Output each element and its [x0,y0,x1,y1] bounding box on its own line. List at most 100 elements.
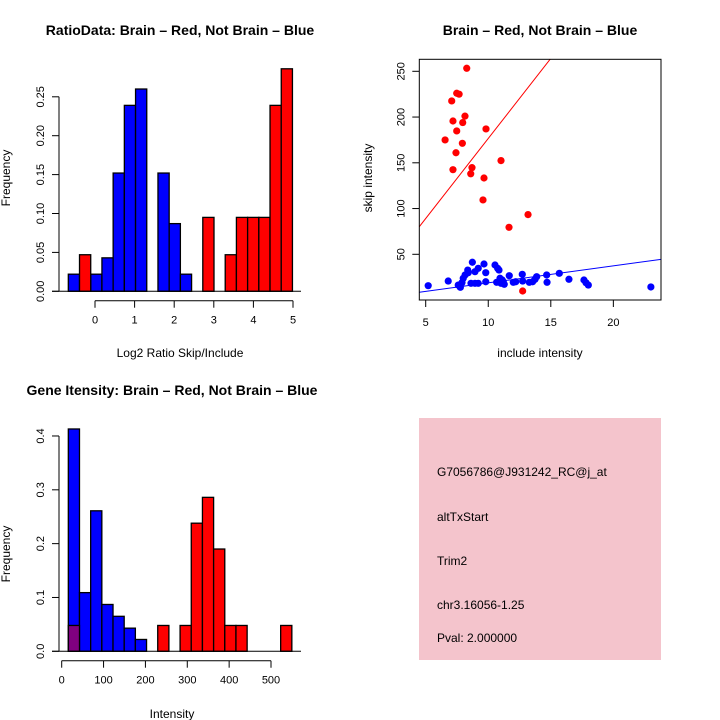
y-axis-label: Frequency [0,526,13,583]
histogram-bar-brain [235,624,248,652]
point-not-brain [444,277,452,285]
histogram-bar-brain [179,624,192,652]
genomic-location: chr3.16056-1.25 [437,598,525,612]
y-tick-label: 0.1 [35,590,47,605]
histogram-bar-brain [201,496,215,652]
histogram-bar-brain [157,624,170,652]
x-axis-label: include intensity [497,346,582,360]
histogram-bar-brain [269,104,282,292]
point-not-brain [533,273,541,281]
histogram-bar-brain [67,624,81,652]
point-not-brain [464,269,472,277]
histogram-bar-not-brain [112,172,125,292]
y-tick-label: 250 [395,62,407,80]
y-tick-label: 0.2 [35,536,47,551]
point-brain [459,118,467,127]
ratio-histogram: RatioData: Brain – Red, Not Brain – Blue… [0,22,314,360]
histogram-bar-brain [224,624,237,652]
histogram-bar-not-brain [134,638,148,652]
y-tick-label: 200 [395,108,407,126]
y-tick-label: 50 [395,248,407,260]
point-brain [519,287,527,295]
histogram-bar-not-brain [90,510,103,652]
x-tick-label: 10 [482,317,494,329]
histogram-bar-not-brain [67,428,81,652]
point-brain [458,139,466,147]
histogram-bar-brain [280,624,293,652]
histogram-bar-brain [212,548,226,652]
point-not-brain [543,271,551,279]
histogram-bar-not-brain [168,222,182,292]
y-axis-label: Frequency [0,150,13,207]
point-brain [467,170,475,178]
histogram-bar-brain [224,254,238,292]
event-type: altTxStart [437,510,489,524]
histogram-bar-not-brain [123,627,137,652]
point-brain [468,164,476,172]
chart-title: Brain – Red, Not Brain – Blue [443,22,638,38]
y-tick-label: 0.25 [35,86,47,107]
x-tick-label: 100 [94,675,112,687]
histogram-bar-not-brain [101,603,114,652]
point-brain [482,125,490,133]
point-not-brain [584,281,592,289]
x-tick-label: 20 [607,317,619,329]
point-not-brain [518,270,526,278]
point-not-brain [480,260,488,268]
x-tick-label: 400 [220,675,238,687]
x-tick-label: 5 [423,317,429,329]
histogram-bar-not-brain [112,615,125,652]
y-axis-label: skip intensity [361,144,375,213]
point-brain [455,90,463,98]
point-brain [449,166,457,174]
histogram-bar-not-brain [134,88,148,292]
histogram-bar-brain [246,216,260,292]
histogram-bar-brain [202,216,215,292]
x-tick-label: 4 [250,315,256,327]
y-tick-label: 0.05 [35,242,47,263]
point-not-brain [498,276,506,284]
y-tick-label: 0.00 [35,281,47,302]
point-not-brain [512,278,520,286]
point-not-brain [495,266,503,274]
point-brain [449,117,457,125]
info-panel: G7056786@J931242_RC@j_at altTxStart Trim… [419,418,661,660]
x-tick-label: 0 [92,315,98,327]
point-not-brain [647,283,655,291]
point-brain [448,97,456,105]
point-not-brain [565,275,573,283]
point-not-brain [482,269,490,277]
histogram-bar-not-brain [123,104,137,292]
x-tick-label: 5 [290,315,296,327]
chart-title: Gene Itensity: Brain – Red, Not Brain – … [27,382,318,398]
histogram-bar-not-brain [90,273,103,292]
x-tick-label: 15 [545,317,557,329]
gene-name: Trim2 [437,554,468,568]
point-brain [497,157,505,165]
histogram-bar-brain [190,522,204,652]
gene-intensity-histogram: Gene Itensity: Brain – Red, Not Brain – … [0,382,318,720]
plot-box [418,58,662,301]
point-not-brain [468,258,476,266]
histogram-bar-not-brain [78,591,92,652]
x-tick-label: 500 [262,675,280,687]
histogram-bar-brain [78,254,92,292]
point-brain [505,223,513,231]
point-not-brain [543,278,551,286]
point-brain [480,174,488,182]
chart-title: RatioData: Brain – Red, Not Brain – Blue [46,22,315,38]
histogram-bar-not-brain [67,273,81,292]
y-tick-label: 0.0 [35,644,47,659]
x-axis-label: Log2 Ratio Skip/Include [117,346,244,360]
point-brain [452,149,460,157]
point-not-brain [482,278,490,286]
x-tick-label: 1 [132,315,138,327]
x-tick-label: 300 [178,675,196,687]
point-not-brain [555,269,563,277]
y-tick-label: 100 [395,199,407,217]
y-tick-label: 0.15 [35,164,47,185]
info-panel-background [419,418,661,660]
intensity-scatter: Brain – Red, Not Brain – Blue include int… [361,22,662,360]
point-brain [461,112,469,120]
